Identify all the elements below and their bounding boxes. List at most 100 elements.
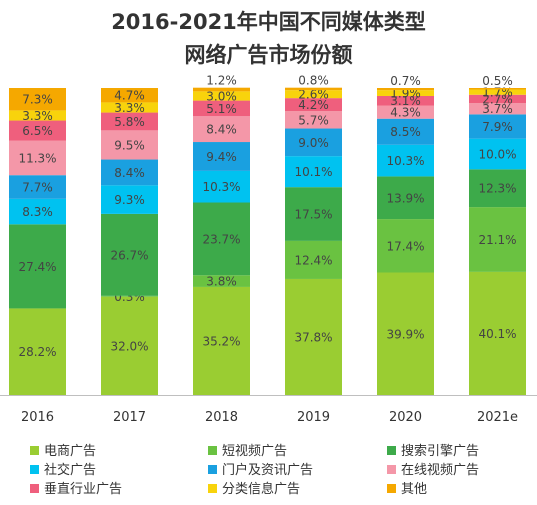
data-label: 4.7%	[114, 89, 145, 103]
legend-label: 短视频广告	[222, 444, 288, 459]
data-label: 2.7%	[482, 92, 513, 106]
bar-segment	[193, 170, 250, 203]
data-label: 11.3%	[18, 151, 56, 165]
data-label: 9.5%	[114, 138, 145, 152]
bar-segment	[377, 176, 434, 220]
bar-segment	[101, 296, 158, 395]
bar-segment	[101, 295, 158, 297]
legend-swatch	[208, 465, 217, 474]
bar-segment	[285, 156, 342, 188]
data-label: 21.1%	[478, 233, 516, 247]
legend-item: 其他	[387, 478, 428, 497]
bar-segment	[377, 95, 434, 106]
bar-segment	[101, 185, 158, 214]
legend-label: 搜索引擎广告	[401, 444, 480, 459]
x-tick-label: 2018	[205, 410, 238, 425]
legend-label: 分类信息广告	[222, 482, 301, 497]
data-label: 27.4%	[18, 260, 56, 274]
bar-segment	[285, 240, 342, 279]
bar-segment	[9, 198, 66, 225]
x-tick-label: 2021e	[477, 410, 518, 425]
legend-item: 分类信息广告	[208, 478, 301, 497]
legend-swatch	[208, 484, 217, 493]
bar-segment	[101, 112, 158, 131]
data-label: 28.2%	[18, 345, 56, 359]
legend-swatch	[208, 446, 217, 455]
bar-segment	[377, 118, 434, 145]
bar-segment	[9, 88, 66, 111]
plot-area: 28.2%27.4%8.3%7.7%11.3%6.5%3.3%7.3%20163…	[0, 74, 537, 425]
bar-segment	[285, 90, 342, 99]
x-tick-label: 2020	[389, 410, 422, 425]
legend-item: 短视频广告	[208, 440, 288, 459]
bar-segment	[377, 90, 434, 96]
bar-segment	[285, 128, 342, 157]
legend-swatch	[30, 484, 39, 493]
legend-item: 垂直行业广告	[30, 478, 123, 497]
legend-item: 电商广告	[30, 440, 96, 459]
bar-segment	[101, 130, 158, 160]
bar-segment	[193, 142, 250, 171]
data-label: 12.3%	[478, 182, 516, 196]
legend-label: 垂直行业广告	[44, 482, 123, 497]
bar-segment	[193, 275, 250, 287]
data-label: 13.9%	[386, 191, 424, 205]
data-label: 17.5%	[294, 208, 332, 222]
data-label: 10.0%	[478, 148, 516, 162]
bar-segment	[469, 207, 526, 272]
data-label: 3.7%	[482, 102, 513, 116]
x-tick-label: 2019	[297, 410, 330, 425]
legend-item: 搜索引擎广告	[387, 440, 480, 459]
bar-segment	[285, 278, 342, 395]
data-label: 12.4%	[294, 253, 332, 267]
x-tick-label: 2017	[113, 410, 146, 425]
legend-item: 门户及资讯广告	[208, 459, 313, 478]
bar-segment	[9, 175, 66, 199]
bar-segment	[469, 114, 526, 139]
x-tick-label: 2016	[21, 410, 54, 425]
data-label: 26.7%	[110, 248, 148, 262]
data-label: 9.0%	[298, 136, 329, 150]
legend-swatch	[387, 484, 396, 493]
data-label: 40.1%	[478, 327, 516, 341]
data-label: 1.2%	[206, 74, 237, 88]
data-label: 3.1%	[390, 94, 421, 108]
bar-segment	[377, 88, 434, 91]
bar-segment	[9, 308, 66, 395]
legend-item: 社交广告	[30, 459, 97, 478]
bar-segment	[193, 87, 250, 92]
data-label: 0.7%	[390, 74, 421, 88]
data-label: 8.5%	[390, 125, 421, 139]
data-label: 6.5%	[22, 124, 53, 138]
bar-segment	[377, 105, 434, 119]
bar-segment	[193, 286, 250, 395]
data-label: 0.5%	[482, 74, 513, 88]
legend-label: 社交广告	[44, 463, 97, 478]
legend-label: 其他	[401, 482, 428, 497]
data-label: 17.4%	[386, 239, 424, 253]
data-label: 7.7%	[22, 181, 53, 195]
legend-swatch	[30, 446, 39, 455]
legend-item: 在线视频广告	[387, 459, 479, 478]
bar-segment	[469, 89, 526, 95]
bar-segment	[101, 88, 158, 103]
data-label: 2.6%	[298, 88, 329, 102]
legend-swatch	[387, 446, 396, 455]
data-label: 8.4%	[114, 166, 145, 180]
data-label: 37.8%	[294, 330, 332, 344]
bar-segment	[377, 144, 434, 177]
data-label: 4.3%	[390, 106, 421, 120]
data-label: 10.1%	[294, 165, 332, 179]
bar-segment	[469, 169, 526, 208]
data-label: 35.2%	[202, 334, 240, 348]
bar-segment	[377, 272, 434, 395]
bar-segment	[193, 202, 250, 276]
data-label: 10.3%	[202, 180, 240, 194]
data-label: 3.0%	[206, 89, 237, 103]
bar-segment	[9, 110, 66, 121]
bar-segment	[469, 94, 526, 104]
bar-segment	[9, 120, 66, 141]
bar-segment	[9, 140, 66, 176]
bar-segment	[469, 103, 526, 115]
